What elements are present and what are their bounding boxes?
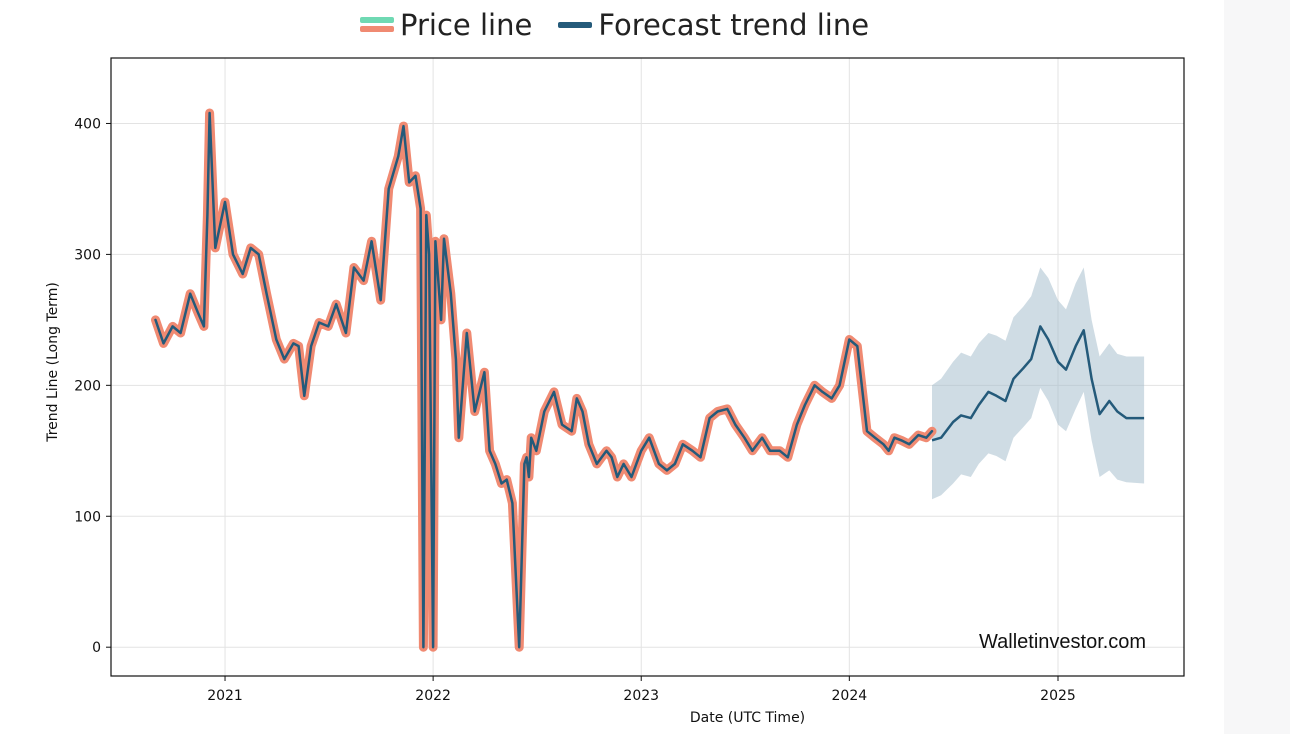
x-tick-label: 2025: [1040, 688, 1076, 704]
legend-item-forecast: Forecast trend line: [558, 8, 869, 42]
forecast-confidence-band: [932, 267, 1145, 500]
y-tick-label: 0: [92, 640, 101, 656]
chart-legend: Price line Forecast trend line: [360, 4, 895, 46]
plot-frame: [110, 57, 1185, 677]
y-tick-label: 100: [74, 509, 101, 525]
y-tick-label: 300: [74, 247, 101, 263]
watermark-text: Walletinvestor.com: [979, 631, 1147, 653]
price-line-swatch-icon: [360, 16, 394, 34]
price-line-series: [151, 108, 937, 652]
x-tick-label: 2021: [207, 688, 243, 704]
y-tick-label: 200: [74, 378, 101, 394]
legend-label-price: Price line: [400, 8, 533, 42]
y-tick-label: 400: [74, 116, 101, 132]
x-axis-title: Date (UTC Time): [690, 710, 805, 726]
legend-item-price: Price line: [360, 8, 532, 42]
y-axis-title: Trend Line (Long Term): [45, 282, 61, 443]
x-tick-label: 2022: [415, 688, 451, 704]
right-margin-strip: [1224, 0, 1290, 734]
price-line-core: [154, 111, 934, 649]
forecast-trend-series: [931, 325, 1145, 442]
x-tick-label: 2023: [623, 688, 659, 704]
x-tick-label: 2024: [832, 688, 868, 704]
forecast-line-swatch-icon: [558, 16, 593, 34]
legend-label-forecast: Forecast trend line: [598, 8, 870, 42]
